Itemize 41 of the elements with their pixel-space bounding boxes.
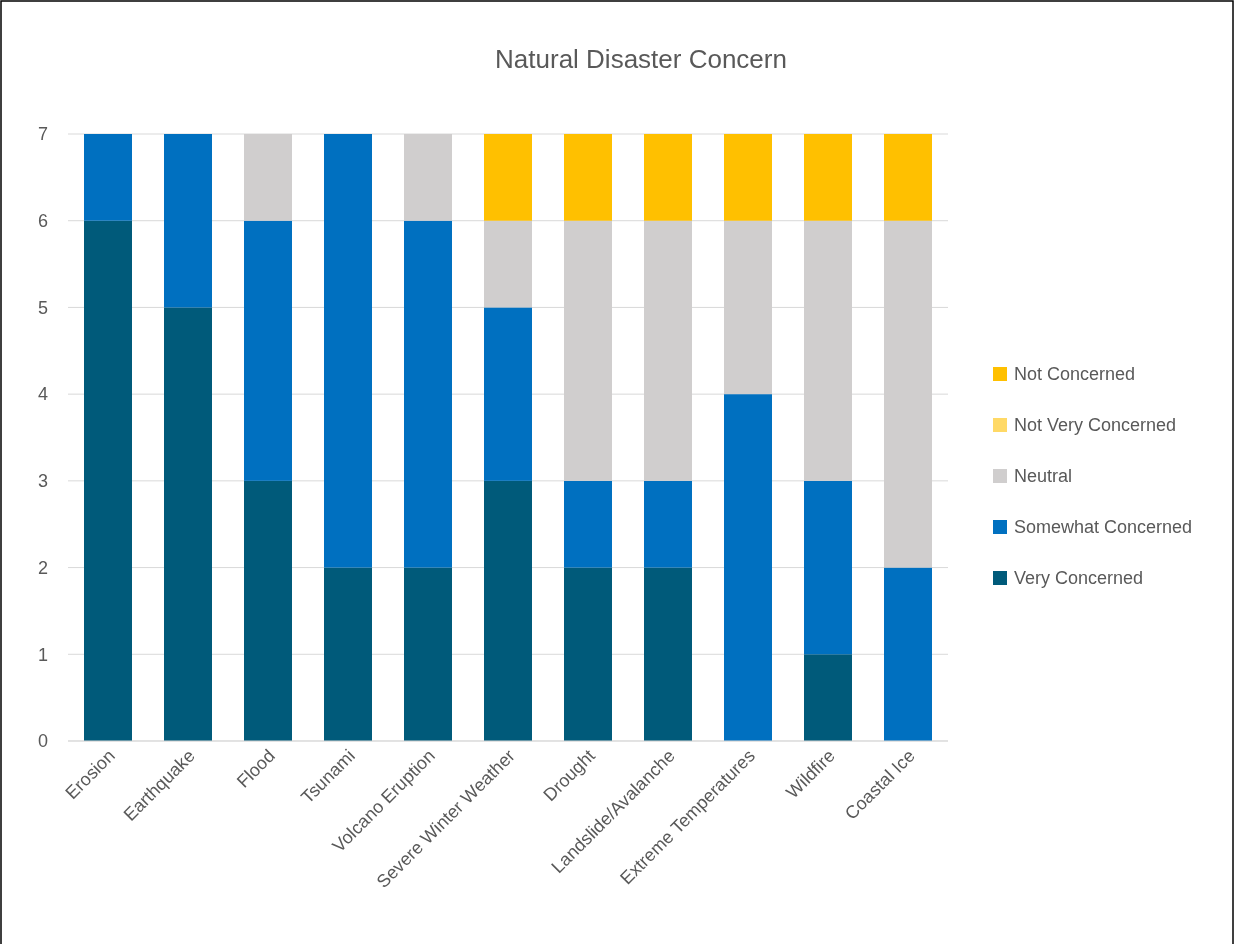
bar (884, 567, 932, 741)
bar (484, 220, 532, 308)
y-tick-label: 6 (37, 211, 48, 232)
bar (484, 480, 532, 741)
legend-label: Neutral (1014, 466, 1073, 487)
bar (564, 567, 612, 741)
legend-label: Not Concerned (1014, 364, 1136, 385)
y-tick-label: 3 (37, 471, 48, 492)
bar (404, 567, 452, 741)
bar (324, 567, 372, 741)
bar (724, 394, 772, 741)
bar (564, 134, 612, 221)
bar (804, 134, 852, 221)
bar (884, 134, 932, 221)
bar (484, 307, 532, 481)
y-tick-label: 7 (37, 124, 48, 145)
bar (644, 567, 692, 741)
bar (804, 480, 852, 655)
bar (404, 220, 452, 568)
y-tick-label: 5 (37, 297, 48, 318)
bar (164, 134, 212, 308)
bar (644, 134, 692, 221)
bar (244, 220, 292, 481)
bar (324, 134, 372, 568)
bar (84, 220, 132, 741)
bar (484, 134, 532, 221)
y-tick-label: 0 (37, 731, 48, 752)
bar (84, 134, 132, 221)
y-tick-label: 1 (37, 644, 48, 665)
bar (804, 654, 852, 741)
y-tick-label: 4 (37, 384, 48, 405)
chart-title: Natural Disaster Concern (495, 44, 787, 74)
y-tick-label: 2 (37, 557, 48, 578)
bar (244, 480, 292, 741)
legend-label: Not Very Concerned (1014, 415, 1177, 436)
bar (164, 307, 212, 741)
bar (644, 480, 692, 568)
legend-label: Somewhat Concerned (1014, 517, 1193, 538)
legend-label: Very Concerned (1014, 568, 1144, 589)
bar (724, 134, 772, 221)
bar (564, 480, 612, 568)
